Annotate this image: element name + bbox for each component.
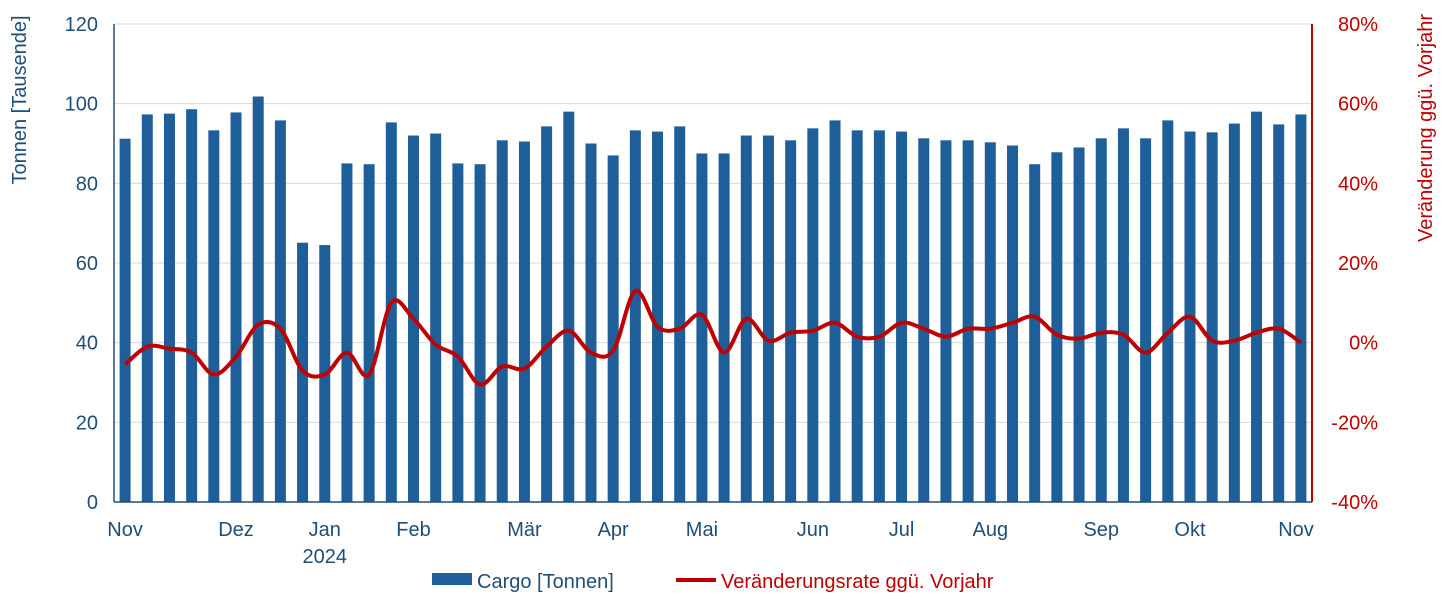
bar (940, 140, 952, 502)
x-axis-ticks: Nov Dez Jan 2024 Feb Mär Apr Mai Jun Jul Aug Sep Okt… (107, 519, 1313, 568)
bar (163, 113, 175, 503)
left-tick-label: 0 (87, 492, 98, 514)
right-tick-label: -40% (1331, 492, 1378, 514)
legend-label-bar: Cargo [Tonnen] (477, 571, 614, 593)
right-tick-label: 40% (1338, 173, 1378, 195)
bar (1095, 138, 1107, 502)
bar (984, 142, 996, 502)
bar (652, 131, 664, 503)
left-tick-label: 60 (76, 253, 98, 275)
bar (141, 114, 153, 503)
legend: Cargo [Tonnen] Veränderungsrate ggü. Vor… (432, 571, 994, 593)
bar (807, 128, 819, 503)
bar (186, 109, 198, 503)
bar (541, 126, 553, 503)
bar (430, 133, 442, 503)
bar (1029, 164, 1041, 502)
bar (1295, 114, 1307, 503)
bar (474, 164, 486, 502)
bar (718, 153, 730, 502)
bar (252, 96, 264, 502)
x-tick-label: Nov (1278, 519, 1314, 541)
bar (1162, 120, 1174, 503)
bar (1206, 132, 1218, 502)
x-tick-label: Mai (686, 519, 718, 541)
left-tick-label: 80 (76, 173, 98, 195)
bar (385, 122, 397, 502)
bar (1117, 128, 1129, 503)
left-tick-label: 100 (65, 94, 98, 116)
legend-swatch-bar (432, 573, 472, 585)
right-axis-title: Veränderung ggü. Vorjahr (1415, 14, 1437, 242)
x-tick-label: Jan (309, 519, 341, 541)
right-axis-ticks: -40% -20% 0% 20% 40% 60% 80% (1331, 14, 1378, 514)
bar (918, 138, 930, 502)
bar (363, 164, 375, 502)
x-tick-label: Jul (889, 519, 915, 541)
bar (585, 143, 597, 502)
bar (873, 130, 885, 503)
bar (785, 140, 797, 502)
legend-label-line: Veränderungsrate ggü. Vorjahr (721, 571, 994, 593)
x-tick-label: Jun (797, 519, 829, 541)
gridlines (114, 23, 1312, 423)
bar (341, 163, 353, 503)
bar (518, 141, 530, 502)
right-tick-label: 80% (1338, 14, 1378, 36)
x-tick-label: Sep (1083, 519, 1119, 541)
bar (607, 155, 619, 502)
x-tick-label: Aug (973, 519, 1009, 541)
x-tick-year-label: 2024 (303, 546, 348, 568)
bar (230, 112, 242, 503)
right-tick-label: 0% (1349, 333, 1378, 355)
bar (851, 130, 863, 503)
right-tick-label: -20% (1331, 412, 1378, 434)
bar (1140, 138, 1152, 502)
bar (1273, 124, 1285, 502)
bar (452, 163, 464, 503)
axes (113, 24, 1313, 503)
bar (1051, 152, 1063, 502)
x-tick-label: Apr (598, 519, 629, 541)
x-tick-label: Dez (218, 519, 254, 541)
bar (563, 111, 575, 502)
bar (696, 153, 708, 502)
bar (1228, 123, 1240, 502)
x-tick-label: Feb (396, 519, 430, 541)
left-tick-label: 20 (76, 412, 98, 434)
bar (1073, 147, 1085, 503)
left-axis-title: Tonnen [Tausende] (9, 15, 31, 184)
bar (1251, 111, 1263, 502)
bar (674, 126, 686, 503)
bar (896, 131, 908, 503)
right-tick-label: 60% (1338, 94, 1378, 116)
bar (962, 140, 974, 502)
bar (629, 130, 641, 503)
bar (829, 120, 841, 503)
left-tick-label: 120 (65, 14, 98, 36)
x-tick-label: Nov (107, 519, 143, 541)
left-axis-ticks: 0 20 40 60 80 100 120 (65, 14, 98, 514)
bar (119, 138, 131, 502)
left-tick-label: 40 (76, 333, 98, 355)
bar (208, 130, 220, 503)
bar (496, 140, 508, 502)
x-tick-label: Mär (507, 519, 542, 541)
yoy-change-line (123, 288, 1303, 387)
bar (274, 120, 286, 503)
line-series (123, 288, 1303, 387)
bar (762, 135, 774, 502)
right-tick-label: 20% (1338, 253, 1378, 275)
x-tick-label: Okt (1174, 519, 1206, 541)
bar-series (119, 96, 1307, 503)
